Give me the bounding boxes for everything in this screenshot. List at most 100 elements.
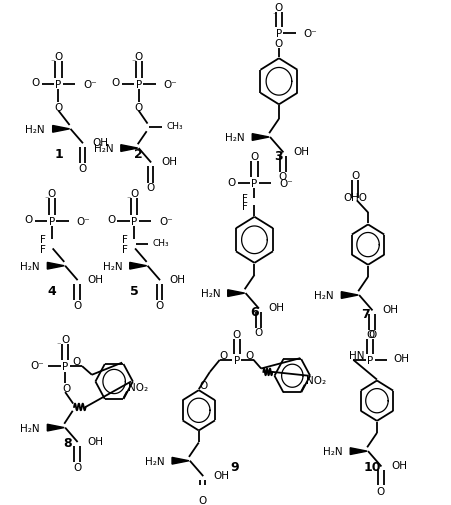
- Text: O: O: [31, 78, 39, 88]
- Text: P: P: [49, 216, 55, 226]
- Text: OH: OH: [382, 305, 398, 314]
- Polygon shape: [47, 424, 64, 431]
- Text: P: P: [234, 355, 240, 365]
- Text: F: F: [242, 193, 248, 203]
- Text: O⁻: O⁻: [83, 79, 97, 89]
- Text: O: O: [48, 188, 56, 198]
- Text: 7: 7: [361, 307, 370, 320]
- Text: O⁻: O⁻: [279, 179, 293, 189]
- Text: O: O: [156, 300, 164, 311]
- Text: OH: OH: [213, 470, 229, 480]
- Text: P: P: [367, 355, 373, 365]
- Text: OH: OH: [293, 146, 309, 157]
- Text: O⁻: O⁻: [164, 79, 177, 89]
- Text: 4: 4: [47, 284, 56, 297]
- Text: O: O: [368, 330, 376, 340]
- Polygon shape: [252, 134, 269, 141]
- Text: 10: 10: [364, 461, 381, 474]
- Text: P: P: [276, 29, 282, 39]
- Text: O: O: [377, 485, 385, 495]
- Text: 5: 5: [130, 284, 138, 297]
- Text: P: P: [135, 79, 142, 89]
- Text: HN: HN: [349, 350, 365, 361]
- Text: P: P: [131, 216, 137, 226]
- Text: CH₃: CH₃: [153, 238, 170, 247]
- Text: O: O: [24, 215, 33, 225]
- Text: HO: HO: [351, 192, 367, 202]
- Text: NO₂: NO₂: [306, 376, 326, 386]
- Text: OH: OH: [393, 354, 410, 364]
- Text: O⁻: O⁻: [304, 29, 317, 39]
- Polygon shape: [53, 126, 69, 133]
- Text: ⁻: ⁻: [131, 57, 135, 66]
- Text: F: F: [40, 245, 46, 255]
- Text: O: O: [254, 328, 262, 338]
- Text: H₂N: H₂N: [25, 125, 45, 134]
- Polygon shape: [350, 448, 367, 454]
- Text: P: P: [251, 179, 258, 189]
- Text: P: P: [55, 79, 62, 89]
- Text: P: P: [62, 362, 68, 371]
- Text: 2: 2: [134, 147, 143, 161]
- Text: 1: 1: [54, 147, 63, 161]
- Text: ⁻: ⁻: [272, 11, 276, 20]
- Text: OH: OH: [87, 274, 103, 284]
- Text: H₂N: H₂N: [20, 261, 40, 271]
- Text: O: O: [147, 183, 155, 193]
- Text: F: F: [242, 202, 248, 212]
- Text: F: F: [122, 234, 128, 244]
- Text: O⁻: O⁻: [159, 216, 173, 226]
- Text: H₂N: H₂N: [201, 288, 220, 298]
- Text: O: O: [351, 171, 359, 181]
- Text: O: O: [73, 300, 81, 311]
- Text: O: O: [279, 172, 287, 182]
- Text: OH: OH: [269, 302, 285, 313]
- Text: O: O: [111, 78, 120, 88]
- Text: O⁻: O⁻: [77, 216, 91, 226]
- Polygon shape: [172, 458, 189, 464]
- Text: 8: 8: [63, 437, 72, 449]
- Text: OH: OH: [170, 274, 186, 284]
- Text: O: O: [72, 357, 80, 367]
- Text: O: O: [78, 164, 87, 174]
- Polygon shape: [121, 145, 138, 152]
- Text: O: O: [275, 4, 283, 13]
- Text: H₂N: H₂N: [102, 261, 122, 271]
- Polygon shape: [47, 263, 64, 270]
- Text: NO₂: NO₂: [128, 382, 148, 392]
- Text: OH: OH: [87, 436, 103, 446]
- Text: 9: 9: [230, 461, 239, 474]
- Text: O: O: [134, 103, 143, 113]
- Text: O: O: [54, 52, 63, 62]
- Text: O: O: [233, 329, 241, 339]
- Text: O: O: [134, 52, 143, 62]
- Text: 3: 3: [275, 150, 283, 163]
- Text: O: O: [61, 334, 69, 344]
- Text: O: O: [343, 192, 351, 202]
- Text: ⁻: ⁻: [44, 193, 49, 203]
- Text: ⁻: ⁻: [57, 340, 61, 349]
- Text: O: O: [73, 462, 81, 472]
- Text: OH: OH: [391, 460, 407, 470]
- Text: O: O: [107, 215, 115, 225]
- Text: O: O: [199, 381, 207, 390]
- Text: O: O: [54, 103, 63, 113]
- Polygon shape: [341, 292, 358, 299]
- Text: H₂N: H₂N: [94, 144, 113, 154]
- Polygon shape: [228, 290, 244, 297]
- Text: H₂N: H₂N: [145, 456, 165, 466]
- Text: O: O: [130, 188, 138, 198]
- Text: O: O: [198, 495, 207, 505]
- Text: ⁻: ⁻: [51, 57, 55, 66]
- Text: ⁻: ⁻: [127, 193, 131, 203]
- Text: OH: OH: [93, 137, 109, 147]
- Text: O: O: [366, 329, 374, 339]
- Text: F: F: [122, 245, 128, 255]
- Text: O: O: [275, 39, 283, 49]
- Text: F: F: [40, 234, 46, 244]
- Polygon shape: [130, 263, 147, 270]
- Text: CH₃: CH₃: [166, 122, 183, 131]
- Text: O⁻: O⁻: [30, 360, 44, 370]
- Text: O: O: [250, 152, 258, 162]
- Text: O: O: [246, 350, 254, 361]
